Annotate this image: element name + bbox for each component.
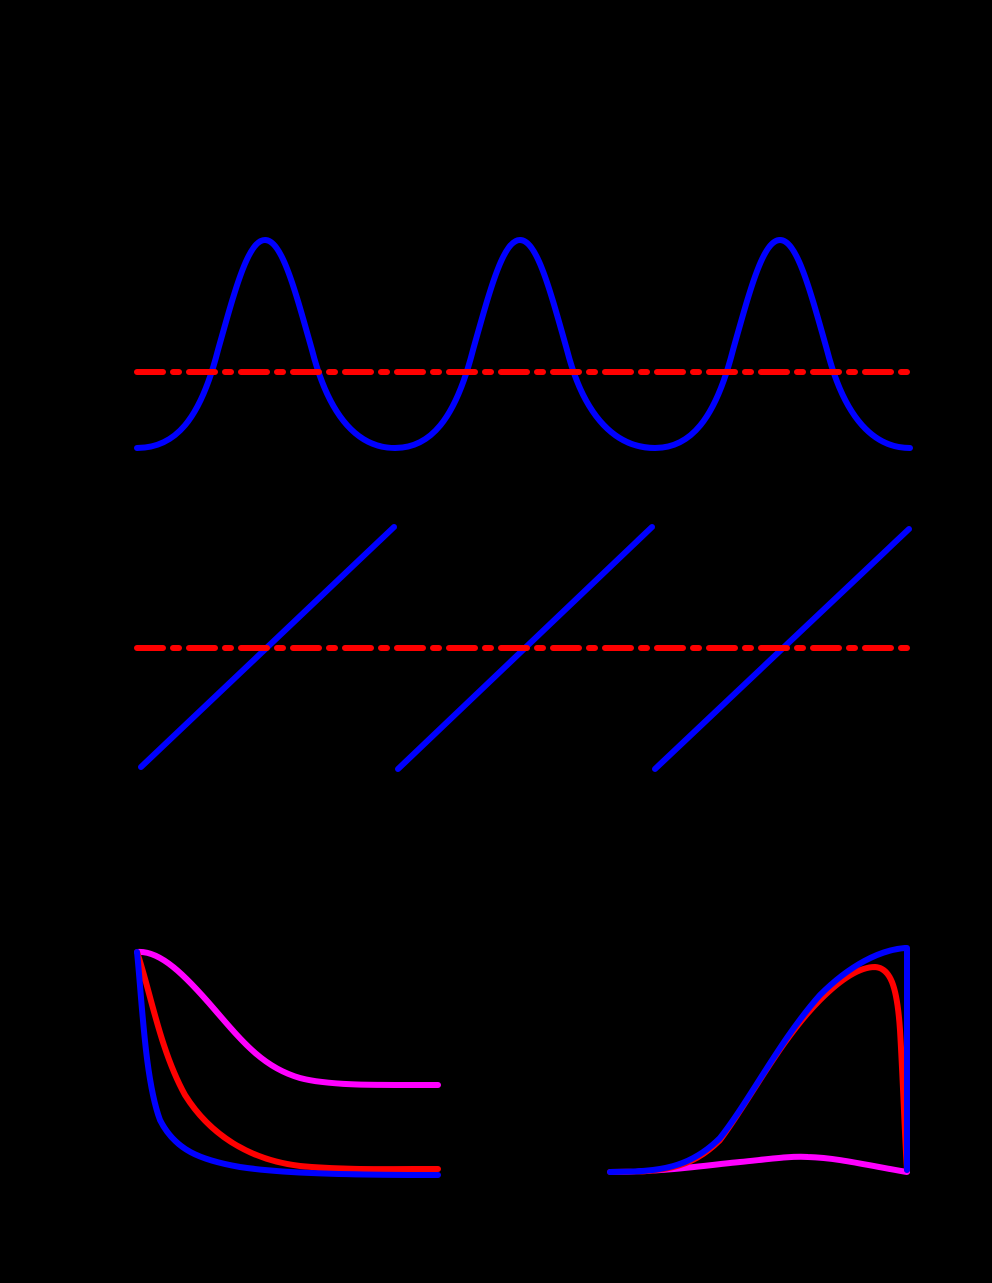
series-blue-decay (134, 949, 441, 1178)
series-periodic-signal (134, 237, 913, 451)
panel-top-periodic (134, 237, 913, 451)
panel-bottom-right-growth (607, 945, 910, 1175)
panel-middle-sawtooth (134, 524, 913, 772)
figure-title: Axes, tick labels and text are rendered … (496, 27, 946, 43)
panel-bottom-left-decay (134, 948, 441, 1178)
series-red-decay (134, 949, 441, 1173)
series-blue-growth (607, 945, 910, 1175)
series-magenta-decay (134, 948, 441, 1089)
series-red-growth (607, 964, 910, 1175)
